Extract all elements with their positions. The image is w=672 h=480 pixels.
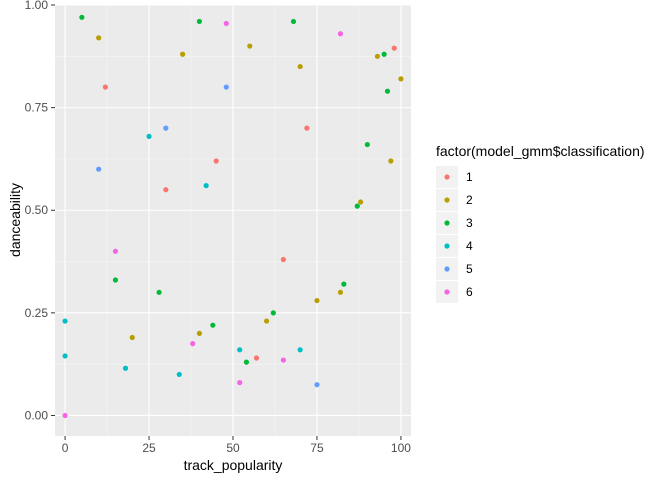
data-point-series-3 [381,51,387,57]
data-point-series-2 [96,35,102,41]
data-point-series-2 [388,158,394,164]
data-point-series-4 [62,353,68,359]
x-tick-label: 25 [142,441,156,455]
data-point-series-6 [223,20,229,27]
legend-label: 3 [466,216,473,230]
x-axis-ticks: 0 25 50 75 100 [62,436,411,455]
data-point-series-2 [297,63,303,70]
data-point-series-4 [237,347,243,353]
legend-key-marker [444,266,450,272]
y-tick-label: 0.75 [25,101,49,115]
data-point-series-5 [223,84,229,90]
x-tick-label: 50 [226,441,240,455]
data-point-series-2 [129,334,135,341]
data-point-series-6 [62,412,68,419]
data-point-series-1 [280,256,286,263]
data-point-series-3 [112,277,119,283]
y-tick-label: 0.25 [25,306,49,320]
legend-label: 4 [466,239,473,253]
data-points [62,14,404,419]
grid-major [55,4,411,436]
data-point-series-3 [364,141,370,148]
y-tick-label: 0.00 [25,408,49,422]
data-point-series-3 [384,88,391,94]
data-point-series-3 [270,310,276,316]
legend-key-marker [444,243,450,249]
data-point-series-5 [314,382,320,388]
y-axis-title: danceability [7,183,23,257]
x-tick-label: 75 [310,441,324,455]
data-point-series-2 [398,76,404,82]
data-point-series-1 [213,158,219,164]
data-point-series-1 [102,84,108,90]
data-point-series-1 [163,187,169,193]
legend: 1 2 3 4 5 6 [436,166,473,303]
data-point-series-5 [163,125,169,131]
y-tick-label: 1.00 [25,0,49,12]
data-point-series-5 [96,166,102,172]
legend-label: 6 [466,285,473,299]
data-point-series-3 [210,322,216,328]
data-point-series-4 [203,183,209,189]
x-tick-label: 0 [62,441,69,455]
data-point-series-2 [337,289,344,295]
x-axis-title: track_popularity [184,457,283,473]
data-point-series-1 [304,125,310,131]
legend-title: factor(model_gmm$classification) [436,143,645,159]
data-point-series-2 [314,297,320,304]
y-tick-label: 0.50 [25,203,49,217]
data-point-series-2 [180,51,186,57]
data-point-series-4 [297,347,303,353]
y-axis-ticks: 0.00 0.25 0.50 0.75 1.00 [25,0,55,422]
data-point-series-6 [190,341,196,347]
legend-label: 2 [466,193,473,207]
legend-label: 5 [466,262,473,276]
data-point-series-4 [122,365,129,371]
data-point-series-2 [358,199,364,205]
data-point-series-3 [354,203,360,209]
data-point-series-3 [79,14,85,20]
data-point-series-6 [280,357,286,363]
data-point-series-2 [263,318,270,324]
data-point-series-3 [341,281,347,287]
data-point-series-2 [247,43,253,49]
data-point-series-4 [62,318,68,324]
data-point-series-2 [374,53,381,59]
legend-key-marker [444,174,450,180]
data-point-series-3 [156,289,162,295]
data-point-series-2 [196,330,203,336]
data-point-series-1 [253,355,260,361]
data-point-series-3 [290,18,297,25]
legend-key-marker [444,289,450,295]
data-point-series-6 [112,248,119,254]
data-point-series-6 [237,380,243,386]
data-point-series-1 [391,45,397,51]
data-point-series-4 [176,371,182,378]
x-tick-label: 100 [391,441,411,455]
data-point-series-6 [337,31,344,37]
data-point-series-3 [196,18,203,25]
data-point-series-4 [146,133,152,139]
data-point-series-3 [243,359,250,365]
legend-key-marker [444,220,450,226]
legend-label: 1 [466,170,473,184]
legend-key-marker [444,197,450,203]
